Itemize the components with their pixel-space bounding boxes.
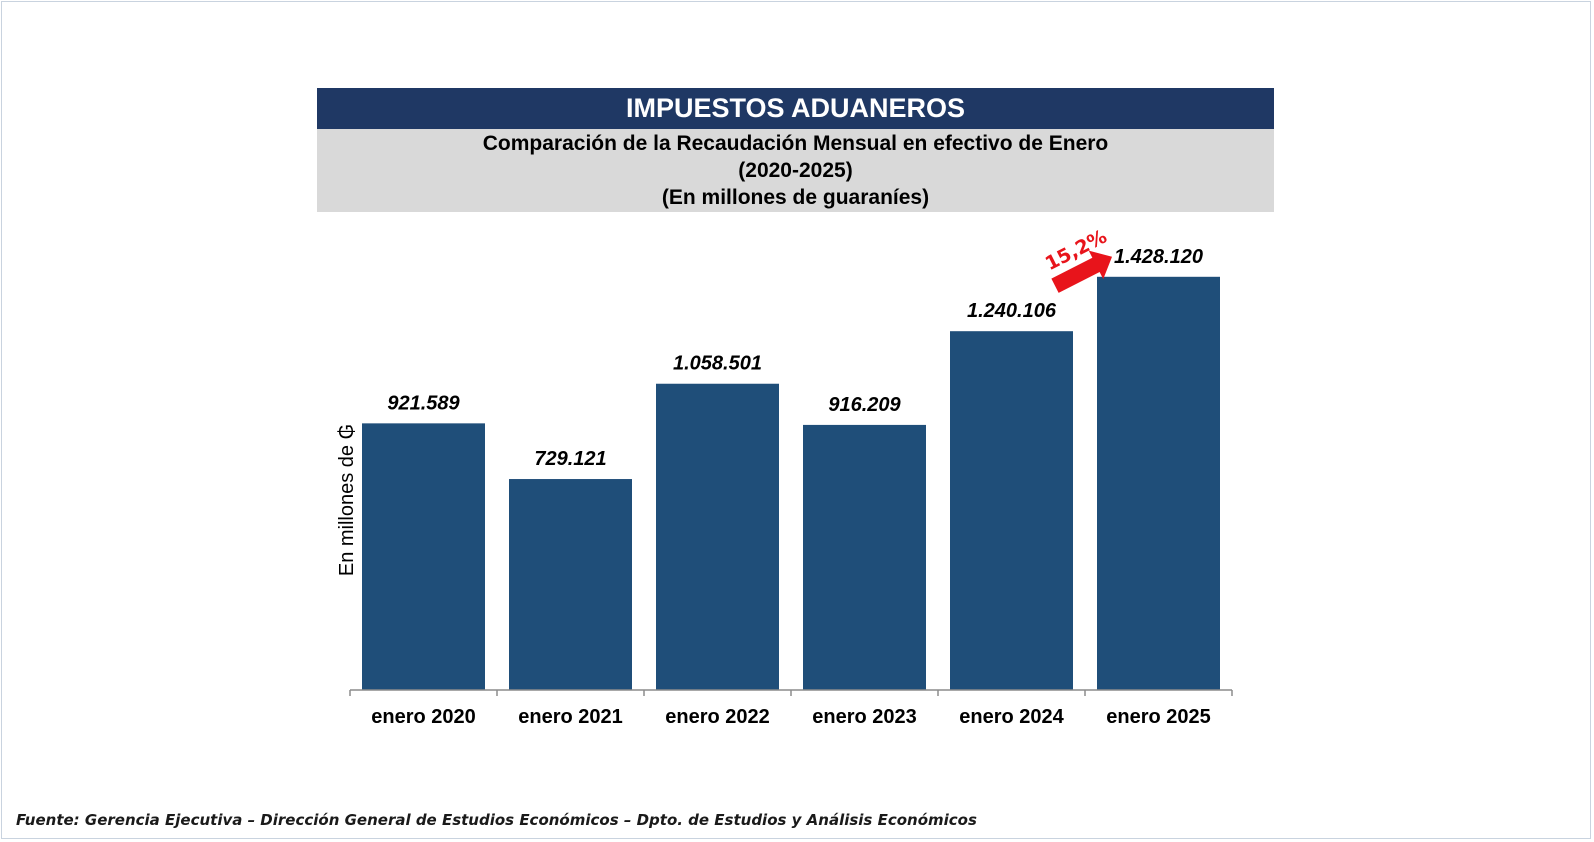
category-label: enero 2020 — [371, 706, 476, 728]
category-label: enero 2022 — [665, 706, 770, 728]
data-label: 1.428.120 — [1114, 246, 1203, 268]
chart-subtitle: Comparación de la Recaudación Mensual en… — [317, 129, 1274, 212]
data-label: 921.589 — [387, 392, 460, 414]
data-label: 916.209 — [828, 394, 901, 416]
subtitle-line-1: Comparación de la Recaudación Mensual en… — [482, 132, 1109, 155]
chart-title: IMPUESTOS ADUANEROS — [317, 88, 1274, 129]
subtitle-line-3: (En millones de guaraníes) — [661, 186, 930, 209]
category-label: enero 2025 — [1106, 706, 1211, 728]
data-label: 1.058.501 — [673, 353, 762, 375]
subtitle-line-2: (2020-2025) — [738, 159, 853, 182]
bar-enero-2021 — [509, 479, 632, 690]
data-label: 729.121 — [534, 448, 606, 470]
category-label: enero 2021 — [518, 706, 623, 728]
bar-enero-2020 — [362, 423, 485, 690]
x-axis: enero 2020 enero 2021 enero 2022 enero 2023… — [349, 689, 1233, 728]
arrow-icon — [1051, 250, 1113, 293]
bar-enero-2024 — [950, 331, 1073, 690]
bar-enero-2023 — [803, 424, 926, 690]
data-label: 1.240.106 — [967, 300, 1057, 322]
bars-group: 921.589 729.121 1.058.501 916.209 1.240.106 1… — [362, 246, 1220, 690]
category-label: enero 2024 — [959, 706, 1064, 728]
bar-enero-2022 — [656, 383, 779, 690]
source-note: Fuente: Gerencia Ejecutiva – Dirección G… — [16, 811, 977, 829]
category-label: enero 2023 — [812, 706, 917, 728]
y-axis-label: En millones de ₲ — [336, 424, 358, 576]
bar-enero-2025 — [1097, 276, 1220, 690]
